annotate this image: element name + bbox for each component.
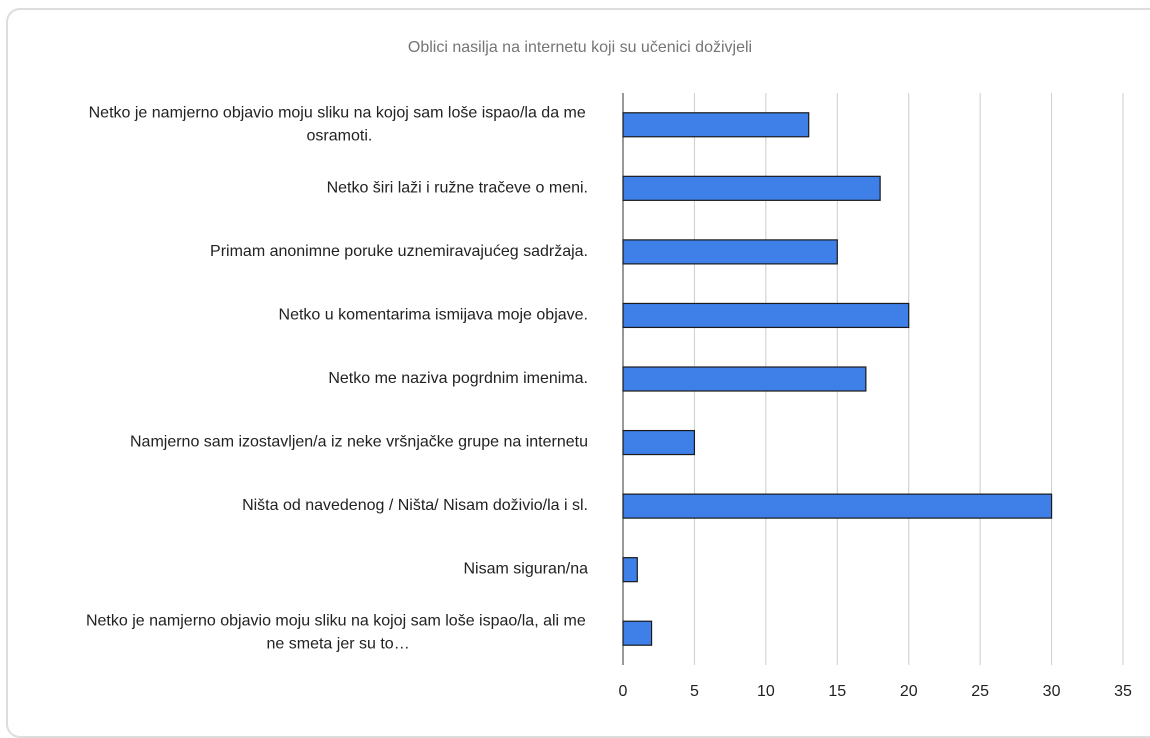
y-tick-label: Netko je namjerno objavio moju sliku na … — [86, 613, 590, 653]
chart-title: Oblici nasilja na internetu koji su učen… — [408, 39, 752, 56]
y-tick-label: Ništa od navedenog / Ništa/ Nisam doživi… — [242, 497, 588, 514]
bar — [622, 112, 810, 138]
y-tick-label: Primam anonimne poruke uznemiravajućeg s… — [210, 243, 588, 260]
x-tick-label: 35 — [1114, 683, 1132, 700]
y-tick-label: Namjerno sam izostavljen/a iz neke vršnj… — [130, 434, 588, 451]
y-tick-label: Netko me naziva pogrdnim imenima. — [328, 370, 588, 387]
x-tick-label: 25 — [971, 683, 989, 700]
bar — [622, 620, 653, 646]
y-tick-label: Nisam siguran/na — [464, 561, 589, 578]
chart: Oblici nasilja na internetu koji su učen… — [86, 39, 1132, 700]
x-tick-label: 10 — [757, 683, 775, 700]
bar — [622, 493, 1053, 519]
page: {"chart_data": {"type": "bar", "orientat… — [6, 8, 1150, 738]
x-tick-label: 0 — [619, 683, 628, 700]
bar — [622, 557, 638, 583]
bar — [622, 429, 696, 456]
x-tick-label: 30 — [1043, 683, 1061, 700]
y-tick-label: Netko je namjerno objavio moju sliku na … — [89, 104, 591, 144]
x-tick-label: 20 — [900, 683, 918, 700]
x-tick-label: 15 — [828, 683, 846, 700]
x-tick-label: 5 — [690, 683, 699, 700]
y-tick-label: Netko u komentarima ismijava moje objave… — [279, 307, 588, 324]
bar — [622, 366, 867, 392]
y-tick-label: Netko širi laži i ružne tračeve o meni. — [327, 180, 588, 197]
bar — [622, 175, 881, 201]
bar — [622, 239, 838, 265]
bar — [622, 302, 910, 329]
